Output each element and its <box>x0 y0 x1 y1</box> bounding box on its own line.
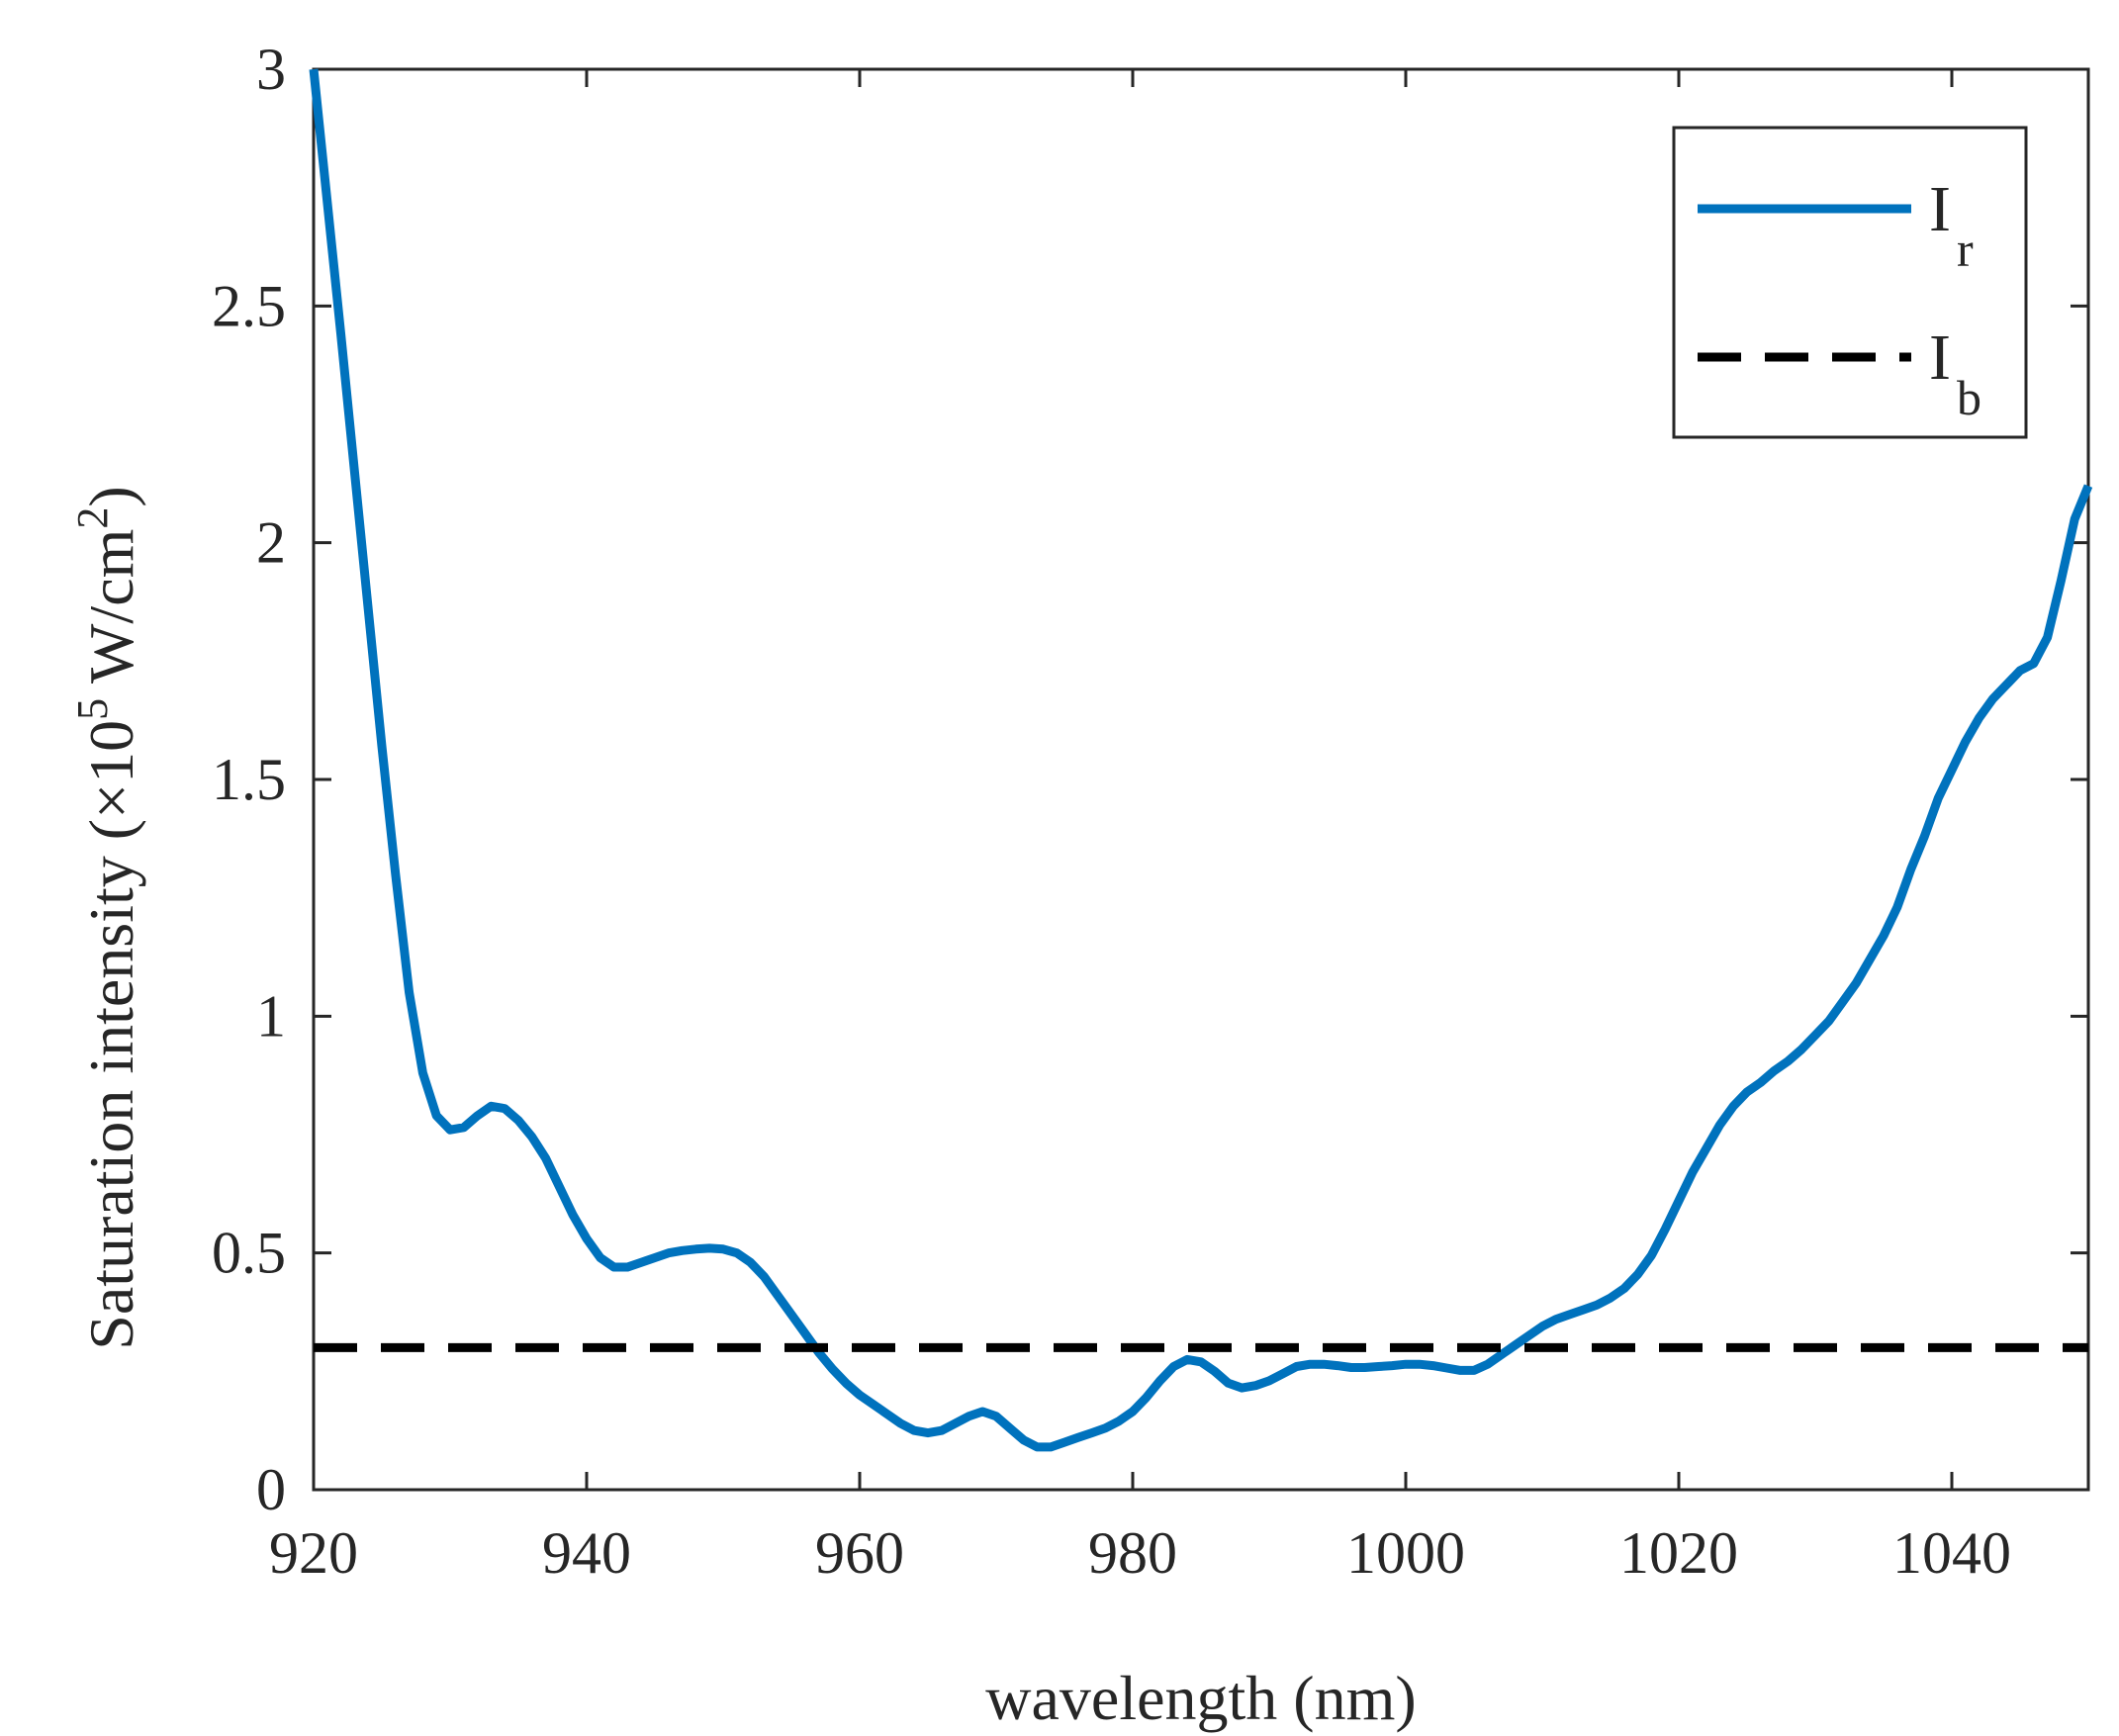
y-tick-label: 0.5 <box>212 1221 286 1286</box>
x-tick-label: 940 <box>542 1520 631 1586</box>
legend-label-b: Ib <box>1929 321 1981 425</box>
x-tick-label: 1040 <box>1892 1520 2011 1586</box>
plot-area <box>309 67 2093 1492</box>
x-tick-label: 1020 <box>1619 1520 1738 1586</box>
series-layer <box>309 68 2093 1452</box>
x-tick-label: 920 <box>269 1520 358 1586</box>
y-tick-label: 0 <box>256 1457 286 1522</box>
y-axis-title-main: Saturation intensity (×10 <box>76 720 146 1350</box>
legend-box <box>1672 126 2028 439</box>
legend: Ir Ib <box>1672 126 2028 439</box>
y-tick-label: 3 <box>256 37 286 102</box>
legend-label-r: Ir <box>1929 173 1974 277</box>
y-axis-title-unit: W/cm <box>76 529 146 698</box>
tick-labels: 920 940 960 980 1000 1020 1040 0 0.5 1 1.5 2 2.5 3 <box>212 37 2011 1586</box>
x-axis-title: wavelength (nm) <box>985 1663 1416 1733</box>
series-line-r <box>309 68 2093 1452</box>
y-tick-label: 1.5 <box>212 747 286 812</box>
y-tick-label: 2.5 <box>212 273 286 338</box>
y-axis-title: Saturation intensity (×105 W/cm2) <box>68 486 146 1349</box>
x-tick-label: 1000 <box>1346 1520 1465 1586</box>
y-tick-label: 1 <box>256 983 286 1049</box>
x-tick-label: 960 <box>815 1520 904 1586</box>
y-axis-title-close: ) <box>76 486 146 506</box>
axis-ticks <box>312 67 2088 1492</box>
x-tick-label: 980 <box>1088 1520 1177 1586</box>
y-tick-label: 2 <box>256 510 286 576</box>
y-axis-title-exp: 5 <box>68 698 117 720</box>
y-axis-title-unit-exp: 2 <box>68 507 117 529</box>
